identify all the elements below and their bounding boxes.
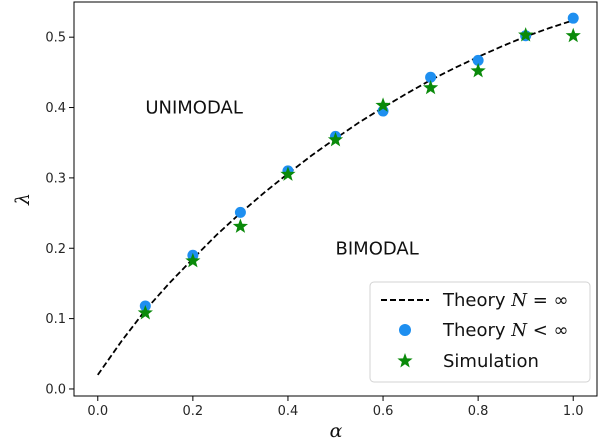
legend-label-simulation: Simulation	[443, 351, 539, 372]
plot-frame	[73, 1, 598, 397]
annotation-unimodal: UNIMODAL	[145, 98, 243, 119]
point-simulation	[422, 79, 439, 95]
y-tick-label: 0.3	[45, 171, 66, 186]
y-axis: 0.0 0.1 0.2 0.3 0.4 0.5	[45, 31, 74, 397]
x-tick-label: 0.8	[468, 404, 489, 419]
y-tick-label: 0.4	[45, 101, 66, 116]
y-axis-label: λ	[12, 193, 34, 206]
legend-label-theory-infinite: Theory N = ∞	[442, 290, 569, 311]
point-simulation	[280, 166, 296, 181]
legend: Theory N = ∞ Theory N < ∞ Simulation	[369, 281, 591, 383]
point-simulation	[185, 252, 201, 268]
point-simulation	[327, 131, 344, 147]
point-simulation	[518, 27, 534, 42]
point-theory-finite	[567, 12, 579, 24]
point-simulation	[232, 218, 249, 233]
point-theory-finite	[425, 71, 437, 83]
annotation-bimodal: BIMODAL	[336, 238, 419, 259]
y-tick-label: 0.0	[45, 382, 66, 397]
y-tick-label: 0.1	[45, 312, 66, 327]
x-tick-label: 0.6	[373, 404, 394, 419]
x-tick-label: 0.2	[183, 404, 204, 419]
x-tick-label: 0.0	[87, 404, 108, 419]
legend-circle-icon	[399, 324, 411, 336]
point-simulation	[565, 27, 581, 43]
x-tick-label: 1.0	[563, 404, 584, 419]
x-axis: 0.0 0.2 0.4 0.6 0.8 1.0	[87, 396, 584, 419]
point-simulation	[470, 62, 486, 78]
point-simulation	[137, 304, 153, 320]
plot-area	[97, 12, 581, 376]
legend-star-icon	[397, 353, 413, 368]
y-tick-label: 0.5	[45, 31, 66, 46]
point-theory-finite	[234, 206, 246, 218]
x-tick-label: 0.4	[278, 404, 299, 419]
legend-label-theory-finite: Theory N < ∞	[442, 320, 569, 341]
y-tick-label: 0.2	[45, 242, 66, 257]
x-axis-label: α	[330, 420, 343, 442]
legend-box	[369, 281, 591, 383]
point-theory-finite	[472, 54, 484, 66]
point-simulation	[375, 97, 391, 112]
